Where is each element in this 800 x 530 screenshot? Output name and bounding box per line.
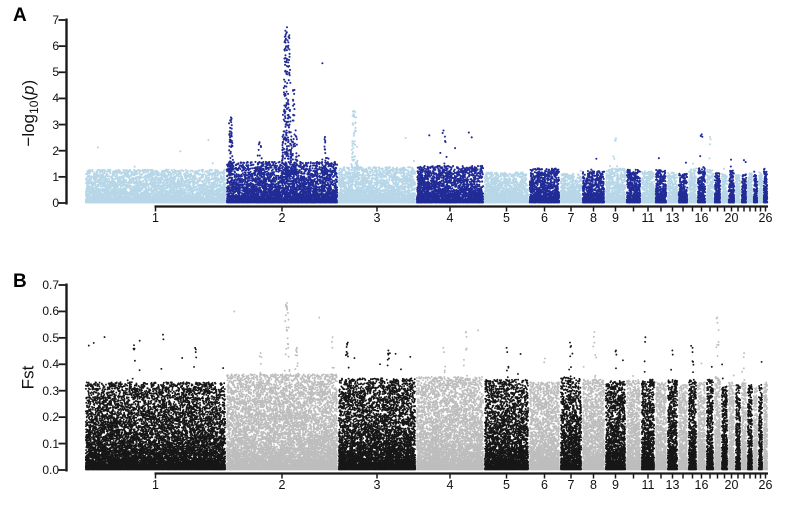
a-x-tick-label-16: 16	[694, 211, 709, 225]
b-x-tick-label-3: 3	[373, 478, 381, 492]
b-x-tick-label-13: 13	[665, 478, 680, 492]
b-y-tick-label: 0.7	[42, 278, 59, 292]
a-x-tick-label-8: 8	[590, 211, 597, 225]
a-x-tick-label-5: 5	[503, 211, 510, 225]
y-axis-title-paren-close: )	[18, 79, 38, 86]
b-x-tick-label-7: 7	[567, 478, 575, 492]
a-y-tick-label: 6	[52, 39, 59, 54]
a-x-tick-label-3: 3	[373, 211, 381, 225]
b-y-tick-label: 0.2	[42, 410, 59, 425]
b-x-tick-label-11: 11	[641, 478, 655, 492]
a-y-tick-label: 4	[52, 91, 59, 106]
a-x-tick-label-4: 4	[446, 211, 454, 225]
b-y-tick-label: 0.5	[42, 330, 59, 345]
a-x-tick-label-20: 20	[724, 211, 739, 225]
a-y-tick-label: 2	[52, 143, 59, 158]
b-x-tick-label-20: 20	[724, 478, 739, 492]
b-x-tick-label-26: 26	[758, 478, 773, 492]
b-x-tick-label-9: 9	[612, 478, 619, 492]
b-x-tick-label-6: 6	[541, 478, 548, 492]
a-x-tick-label-2: 2	[278, 211, 286, 225]
a-x-tick-label-9: 9	[612, 211, 619, 225]
b-x-tick-label-16: 16	[694, 478, 709, 492]
panel-b-y-axis-title: Fst	[18, 365, 38, 390]
panel-b-label: B	[13, 271, 27, 292]
a-x-tick-label-13: 13	[665, 211, 680, 225]
a-y-tick-label: 1	[52, 169, 59, 184]
a-x-tick-label-11: 11	[641, 211, 655, 225]
b-y-tick-label: 0.4	[42, 357, 59, 372]
a-y-tick-label: 3	[52, 117, 59, 132]
a-x-tick-label-1: 1	[152, 211, 159, 225]
b-y-tick-label: 0.3	[42, 383, 59, 398]
a-y-tick-label: 0	[52, 196, 59, 210]
b-x-tick-label-8: 8	[590, 478, 597, 492]
a-x-tick-label-26: 26	[758, 211, 773, 225]
b-x-tick-label-5: 5	[503, 478, 510, 492]
b-x-tick-label-4: 4	[446, 478, 454, 492]
panel-a-label: A	[13, 5, 27, 26]
a-x-tick-label-6: 6	[541, 211, 548, 225]
a-y-tick-label: 7	[52, 13, 59, 27]
a-y-tick-label: 5	[52, 65, 59, 80]
b-x-tick-label-1: 1	[152, 478, 159, 492]
a-x-tick-label-7: 7	[567, 211, 575, 225]
b-y-tick-label: 0.6	[42, 304, 59, 319]
b-x-tick-label-2: 2	[278, 478, 286, 492]
b-y-tick-label: 0.0	[42, 463, 59, 477]
b-y-tick-label: 0.1	[42, 436, 59, 451]
